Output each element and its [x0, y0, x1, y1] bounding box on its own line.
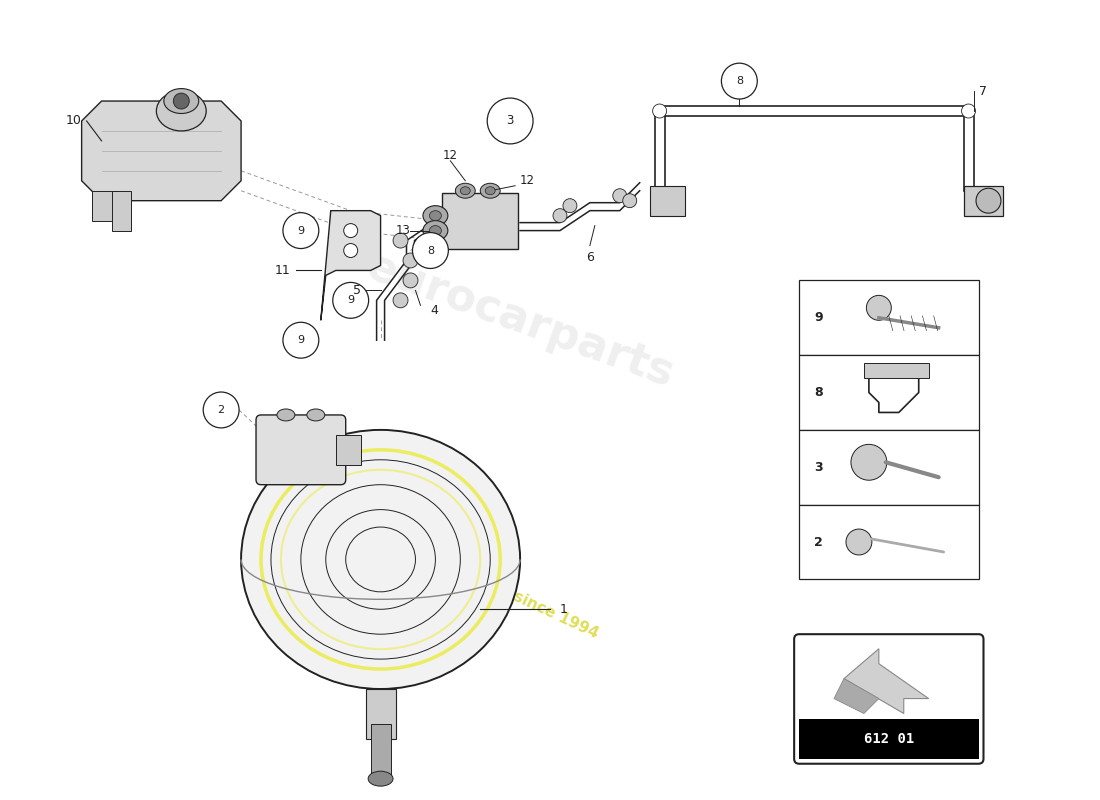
Text: 7: 7: [979, 85, 987, 98]
Ellipse shape: [455, 183, 475, 198]
Ellipse shape: [553, 209, 566, 222]
Circle shape: [283, 213, 319, 249]
Text: 8: 8: [427, 246, 434, 255]
Circle shape: [204, 392, 239, 428]
Ellipse shape: [403, 253, 418, 268]
Polygon shape: [844, 649, 928, 714]
Ellipse shape: [485, 186, 495, 194]
Bar: [799, 430, 979, 505]
Bar: [650, 186, 684, 216]
Ellipse shape: [422, 221, 448, 241]
Ellipse shape: [156, 91, 206, 131]
Circle shape: [487, 98, 534, 144]
Circle shape: [846, 529, 872, 555]
Circle shape: [343, 224, 358, 238]
Text: 5: 5: [353, 284, 361, 297]
Text: eurocarparts: eurocarparts: [361, 245, 680, 396]
Ellipse shape: [563, 198, 576, 213]
Polygon shape: [81, 101, 241, 201]
Bar: [91, 190, 117, 221]
Bar: [365, 689, 396, 739]
Polygon shape: [834, 678, 879, 714]
FancyBboxPatch shape: [442, 193, 518, 249]
Bar: [964, 186, 1003, 216]
Bar: [799, 505, 979, 579]
Text: 12: 12: [443, 150, 458, 162]
Bar: [336, 435, 361, 465]
Bar: [799, 355, 979, 430]
Ellipse shape: [623, 194, 637, 208]
Text: 13: 13: [396, 224, 410, 237]
Circle shape: [174, 93, 189, 109]
Text: 10: 10: [66, 114, 81, 127]
Text: 8: 8: [814, 386, 823, 399]
Text: 11: 11: [275, 264, 290, 277]
FancyBboxPatch shape: [256, 415, 345, 485]
Text: 1: 1: [560, 602, 568, 616]
Text: 2: 2: [814, 535, 823, 549]
Circle shape: [961, 104, 976, 118]
Text: 9: 9: [348, 295, 354, 306]
Text: a passion for parts since 1994: a passion for parts since 1994: [360, 518, 601, 641]
Polygon shape: [321, 210, 381, 320]
Text: 8: 8: [736, 76, 743, 86]
Circle shape: [652, 104, 667, 118]
Text: 9: 9: [814, 311, 823, 324]
Ellipse shape: [460, 186, 471, 194]
Text: 3: 3: [814, 461, 823, 474]
Bar: [799, 281, 979, 355]
Ellipse shape: [613, 189, 627, 202]
Text: 9: 9: [297, 335, 305, 346]
Bar: [799, 719, 979, 758]
Circle shape: [722, 63, 757, 99]
Circle shape: [412, 233, 449, 269]
Text: 9: 9: [297, 226, 305, 235]
Ellipse shape: [393, 233, 408, 248]
Ellipse shape: [307, 409, 324, 421]
Text: 3: 3: [506, 114, 514, 127]
Text: 2: 2: [218, 405, 224, 415]
Circle shape: [851, 444, 887, 480]
Ellipse shape: [368, 771, 393, 786]
Text: 4: 4: [430, 304, 438, 317]
Circle shape: [343, 243, 358, 258]
Ellipse shape: [429, 226, 441, 235]
Ellipse shape: [241, 430, 520, 689]
Ellipse shape: [393, 293, 408, 308]
Ellipse shape: [422, 206, 448, 226]
Bar: [111, 190, 132, 230]
Ellipse shape: [976, 188, 1001, 213]
Bar: [371, 724, 390, 778]
Text: 6: 6: [586, 250, 594, 263]
Ellipse shape: [481, 183, 500, 198]
Ellipse shape: [164, 89, 199, 114]
Text: 12: 12: [520, 174, 535, 187]
Bar: [864, 362, 928, 378]
Circle shape: [283, 322, 319, 358]
Ellipse shape: [429, 210, 441, 221]
Ellipse shape: [867, 295, 891, 320]
Text: 612 01: 612 01: [864, 732, 914, 746]
Circle shape: [333, 282, 369, 318]
Ellipse shape: [277, 409, 295, 421]
FancyBboxPatch shape: [794, 634, 983, 764]
Ellipse shape: [403, 273, 418, 288]
